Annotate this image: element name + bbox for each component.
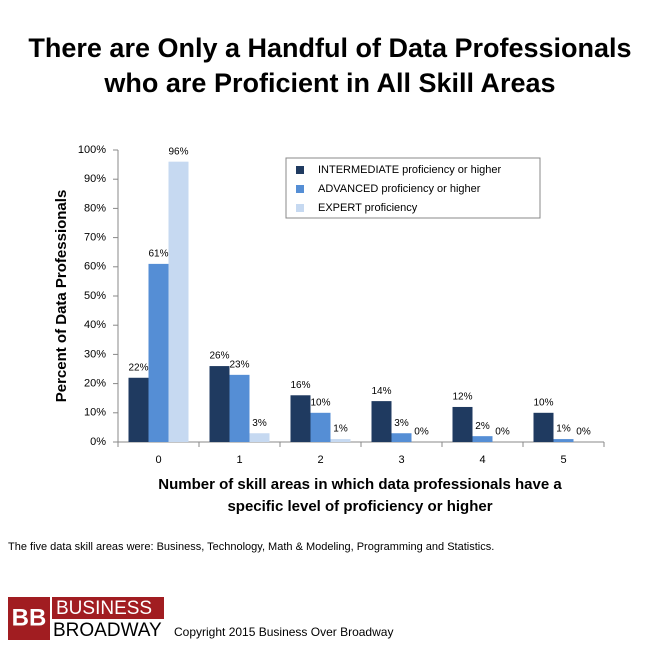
logo-text: BUSINESS: [56, 598, 152, 619]
bar: [249, 433, 270, 442]
value-label: 12%: [452, 392, 472, 403]
bar: [310, 412, 331, 442]
y-tick-label: 50%: [84, 290, 106, 302]
y-tick-label: 10%: [84, 407, 106, 419]
bar: [472, 436, 493, 442]
value-label: 10%: [310, 397, 330, 408]
bar: [128, 377, 149, 442]
y-tick-label: 80%: [84, 202, 106, 214]
legend-swatch: [296, 185, 304, 193]
x-axis-label: specific level of proficiency or higher: [227, 498, 492, 515]
value-label: 2%: [475, 421, 490, 432]
x-tick-label: 4: [479, 454, 485, 466]
logo-icon: [8, 597, 50, 640]
value-label: 26%: [209, 351, 229, 362]
value-label: 3%: [252, 418, 267, 429]
y-tick-label: 30%: [84, 348, 106, 360]
legend-swatch: [296, 166, 304, 174]
bar: [209, 366, 230, 442]
bar: [229, 374, 250, 442]
value-label: 3%: [394, 418, 409, 429]
value-label: 23%: [229, 359, 249, 370]
bar: [391, 433, 412, 442]
logo: BB BUSINESS BROADWAY: [8, 597, 164, 641]
y-tick-label: 20%: [84, 378, 106, 390]
value-label: 22%: [128, 362, 148, 373]
x-tick-label: 2: [317, 454, 323, 466]
logo-band: [52, 597, 164, 619]
y-tick-label: 40%: [84, 319, 106, 331]
legend-swatch: [296, 204, 304, 212]
copyright: Copyright 2015 Business Over Broadway: [174, 625, 393, 639]
value-label: 61%: [148, 249, 168, 260]
x-tick-label: 3: [398, 454, 404, 466]
value-label: 0%: [576, 427, 591, 438]
chart-title: who are Proficient in All Skill Areas: [103, 68, 555, 98]
y-tick-label: 100%: [78, 144, 106, 156]
y-tick-label: 90%: [84, 173, 106, 185]
value-label: 16%: [290, 380, 310, 391]
x-tick-label: 1: [236, 454, 242, 466]
bar: [371, 401, 392, 442]
y-tick-label: 60%: [84, 261, 106, 273]
bar: [330, 439, 351, 442]
logo-mark: BB: [12, 604, 47, 631]
legend-label: ADVANCED proficiency or higher: [318, 183, 481, 195]
value-label: 10%: [533, 397, 553, 408]
value-label: 1%: [333, 424, 348, 435]
bar: [533, 412, 554, 442]
chart-title: There are Only a Handful of Data Profess…: [28, 33, 631, 63]
y-axis-label: Percent of Data Professionals: [53, 190, 70, 403]
value-label: 96%: [168, 146, 188, 157]
footnote: The five data skill areas were: Business…: [8, 541, 494, 553]
legend-label: INTERMEDIATE proficiency or higher: [318, 164, 502, 176]
legend-label: EXPERT proficiency: [318, 202, 418, 214]
legend-box: [285, 157, 541, 219]
y-tick-label: 0%: [90, 436, 106, 448]
bar: [553, 439, 574, 442]
value-label: 0%: [495, 427, 510, 438]
value-label: 1%: [556, 424, 571, 435]
bar: [452, 406, 473, 442]
logo-text: BROADWAY: [53, 620, 162, 641]
y-tick-label: 70%: [84, 232, 106, 244]
x-tick-label: 0: [155, 454, 161, 466]
value-label: 0%: [414, 427, 429, 438]
bar: [290, 395, 311, 442]
x-tick-label: 5: [560, 454, 566, 466]
value-label: 14%: [371, 386, 391, 397]
bar: [168, 161, 189, 442]
bar: [148, 263, 169, 442]
x-axis-label: Number of skill areas in which data prof…: [158, 476, 562, 493]
